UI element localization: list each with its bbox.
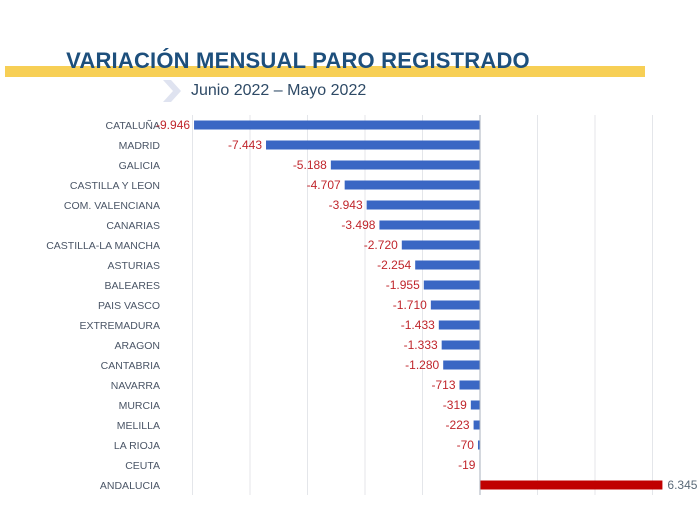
category-label: CASTILLA Y LEON — [70, 180, 160, 192]
title-highlight-band — [5, 66, 645, 77]
value-label: -9.946 — [156, 118, 190, 132]
value-label: -5.188 — [293, 158, 327, 172]
gridlines — [192, 115, 653, 495]
bars — [194, 120, 663, 490]
chevron-right-icon — [163, 80, 181, 102]
category-label: MELILLA — [117, 420, 160, 432]
category-label: PAIS VASCO — [98, 300, 160, 312]
value-label: 6.345 — [667, 478, 697, 492]
chart-subtitle: Junio 2022 – Mayo 2022 — [191, 82, 367, 99]
value-label: -1.280 — [405, 358, 439, 372]
value-label: -19 — [458, 458, 476, 472]
bar — [423, 280, 480, 290]
bar — [441, 340, 480, 350]
value-label: -3.943 — [329, 198, 363, 212]
bar — [330, 160, 480, 170]
category-label: CEUTA — [125, 460, 160, 472]
value-label: -1.710 — [393, 298, 427, 312]
bar — [344, 180, 480, 190]
value-label: -1.333 — [404, 338, 438, 352]
bar — [401, 240, 480, 250]
category-label: CATALUÑA — [106, 119, 160, 132]
bar — [477, 440, 480, 450]
value-label: -7.443 — [228, 138, 262, 152]
bar — [266, 140, 480, 150]
bar — [438, 320, 480, 330]
bar — [415, 260, 480, 270]
bar — [379, 220, 480, 230]
value-label: -2.720 — [364, 238, 398, 252]
bar — [443, 360, 480, 370]
subtitle-row: Junio 2022 – Mayo 2022 — [163, 79, 366, 103]
bar — [430, 300, 480, 310]
value-label: -223 — [446, 418, 470, 432]
category-label: BALEARES — [105, 280, 160, 292]
value-label: -4.707 — [307, 178, 341, 192]
value-label: -70 — [457, 438, 475, 452]
chart-title: VARIACIÓN MENSUAL PARO REGISTRADO — [66, 48, 530, 73]
bar — [473, 420, 480, 430]
bar — [194, 120, 481, 130]
category-label: NAVARRA — [111, 380, 160, 392]
category-label: ASTURIAS — [107, 260, 160, 272]
category-label: MADRID — [119, 140, 161, 152]
value-labels: -9.946 -7.443 -5.188 -4.707 -3.943 -3.498 -2.7… — [156, 118, 698, 492]
bar — [366, 200, 480, 210]
value-label: -1.433 — [401, 318, 435, 332]
category-labels: CATALUÑA MADRID GALICIA CASTILLA Y LEON COM.… — [46, 119, 160, 492]
value-label: -713 — [431, 378, 455, 392]
category-label: ANDALUCIA — [100, 480, 160, 492]
category-label: CANTABRIA — [101, 360, 160, 372]
category-label: MURCIA — [119, 400, 160, 412]
category-label: GALICIA — [119, 160, 160, 172]
category-label: CANARIAS — [106, 220, 160, 232]
value-label: -1.955 — [386, 278, 420, 292]
bar — [480, 480, 663, 490]
bar — [459, 380, 480, 390]
value-label: -3.498 — [341, 218, 375, 232]
value-label: -2.254 — [377, 258, 411, 272]
category-label: COM. VALENCIANA — [64, 200, 160, 212]
category-label: LA RIOJA — [114, 440, 160, 452]
category-label: ARAGON — [114, 340, 160, 352]
category-label: CASTILLA-LA MANCHA — [46, 240, 160, 252]
category-label: EXTREMADURA — [79, 320, 160, 332]
value-label: -319 — [443, 398, 467, 412]
bar — [470, 400, 480, 410]
